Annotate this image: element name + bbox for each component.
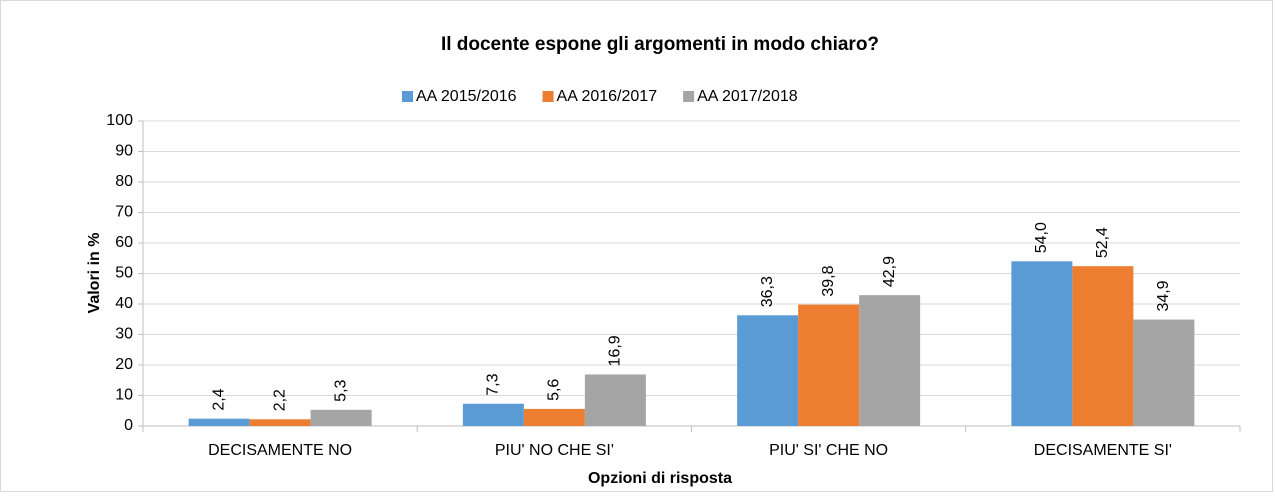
- y-tick-label: 50: [115, 265, 133, 282]
- y-tick-label: 40: [115, 295, 133, 312]
- y-axis-title: Valori in %: [86, 233, 103, 314]
- bar: [1072, 266, 1134, 426]
- data-label: 42,9: [881, 256, 898, 287]
- data-label: 7,3: [485, 373, 502, 395]
- y-tick-label: 10: [115, 387, 133, 404]
- x-tick-label: DECISAMENTE SI': [1034, 442, 1172, 459]
- legend-label: AA 2017/2018: [697, 88, 798, 105]
- y-tick-label: 30: [115, 326, 133, 343]
- x-axis-title: Opzioni di risposta: [588, 470, 732, 487]
- y-tick-label: 80: [115, 173, 133, 190]
- legend-swatch: [542, 91, 554, 102]
- bar: [188, 418, 250, 426]
- y-tick-label: 0: [124, 417, 133, 434]
- bar: [737, 315, 799, 426]
- legend-swatch: [683, 91, 695, 102]
- bar: [1011, 261, 1073, 426]
- y-tick-label: 100: [106, 112, 133, 129]
- bar: [249, 419, 311, 426]
- y-tick-label: 90: [115, 143, 133, 160]
- bar: [859, 295, 921, 426]
- data-label: 2,4: [210, 388, 227, 410]
- chart-title: Il docente espone gli argomenti in modo …: [441, 34, 879, 55]
- bar: [462, 403, 524, 426]
- bar: [1133, 319, 1195, 426]
- y-tick-label: 20: [115, 356, 133, 373]
- data-label: 54,0: [1033, 222, 1050, 253]
- data-label: 2,2: [271, 389, 288, 411]
- legend-swatch: [402, 91, 413, 102]
- data-label: 52,4: [1094, 227, 1111, 258]
- bar: [584, 374, 646, 426]
- data-label: 5,3: [332, 379, 349, 401]
- data-label: 36,3: [759, 276, 776, 307]
- bar: [523, 408, 585, 426]
- bar: [798, 304, 860, 426]
- bar: [310, 409, 372, 426]
- data-label: 16,9: [607, 335, 624, 366]
- x-tick-label: DECISAMENTE NO: [208, 442, 352, 459]
- legend-label: AA 2015/2016: [416, 88, 517, 105]
- y-tick-label: 70: [115, 204, 133, 221]
- data-label: 39,8: [820, 265, 837, 296]
- x-tick-label: PIU' SI' CHE NO: [769, 442, 888, 459]
- x-tick-label: PIU' NO CHE SI': [495, 442, 614, 459]
- y-tick-label: 60: [115, 234, 133, 251]
- data-label: 5,6: [546, 379, 563, 401]
- data-label: 34,9: [1155, 280, 1172, 311]
- legend-label: AA 2016/2017: [557, 88, 658, 105]
